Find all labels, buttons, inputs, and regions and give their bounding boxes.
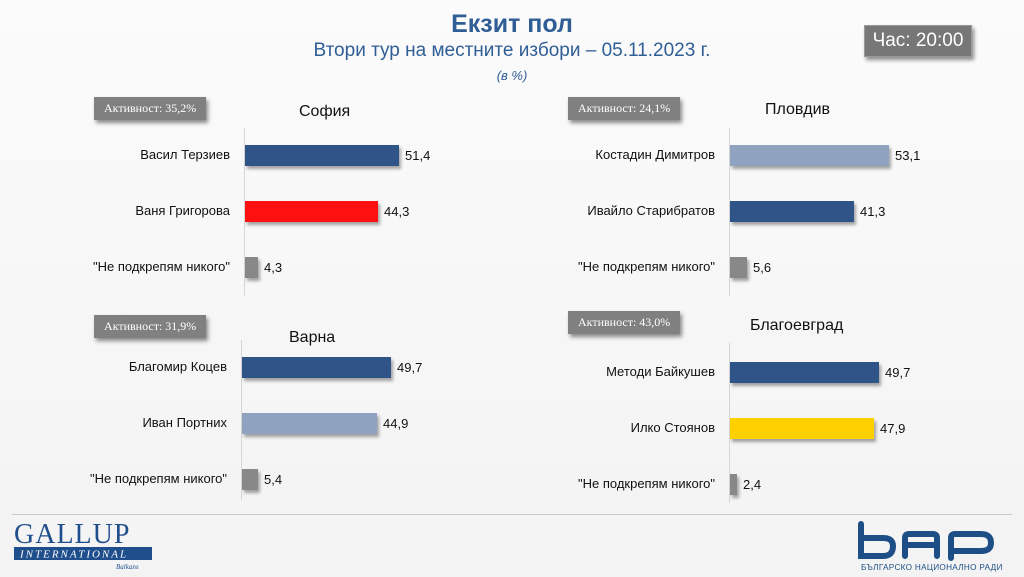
gallup-logo-band: [14, 547, 152, 560]
chart-1-category-label: "Не подкрепям никого": [93, 259, 230, 274]
chart-2-value-label: 53,1: [895, 148, 921, 163]
chart-3-bar: [242, 357, 391, 378]
page-subtitle: Втори тур на местните избори – 05.11.202…: [313, 40, 711, 61]
page-title: Екзит пол: [451, 10, 573, 38]
chart-4-category-label: Илко Стоянов: [630, 420, 715, 435]
chart-2-category-label: Ивайло Старибратов: [587, 203, 715, 218]
chart-4-value-label: 47,9: [880, 421, 906, 436]
chart-2-value-label: 5,6: [753, 260, 772, 275]
chart-3-value-label: 49,7: [397, 360, 423, 375]
chart-2-bar: [730, 201, 854, 222]
chart-3-title: Варна: [289, 329, 336, 346]
gallup-logo-region: Balkans: [116, 563, 139, 571]
chart-2-bar: [730, 257, 747, 278]
chart-1-title: София: [299, 103, 351, 120]
bnr-logo-b: [858, 521, 897, 559]
footer-divider: [12, 514, 1012, 515]
chart-3-category-label: "Не подкрепям никого": [90, 471, 227, 486]
gallup-logo: GALLUP INTERNATIONAL Balkans: [14, 519, 152, 571]
chart-4-bar: [730, 474, 737, 495]
chart-2-title: Пловдив: [765, 101, 831, 118]
chart-1-bar: [245, 145, 399, 166]
chart-1-bar: [245, 201, 378, 222]
chart-2-bar: [730, 145, 889, 166]
chart-4-axis-line: [729, 343, 730, 503]
bnr-logo-n: [902, 531, 940, 559]
chart-2-value-label: 41,3: [860, 204, 886, 219]
chart-1-value-label: 51,4: [405, 148, 431, 163]
chart-1-axis-line: [244, 128, 245, 296]
chart-1-bar: [245, 257, 258, 278]
chart-2-category-label: "Не подкрепям никого": [578, 259, 715, 274]
chart-3-value-label: 44,9: [383, 416, 409, 431]
chart-2-category-label: Костадин Димитров: [595, 147, 715, 162]
bnr-caption: БЪЛГАРСКО НАЦИОНАЛНО РАДИО: [861, 563, 1003, 572]
chart-4-category-label: Методи Байкушев: [606, 364, 715, 379]
chart-2-turnout-badge: Активност: 24,1%: [568, 97, 681, 120]
chart-1-category-label: Васил Терзиев: [140, 147, 230, 162]
chart-3-value-label: 5,4: [264, 472, 283, 487]
chart-3-turnout-badge: Активност: 31,9%: [94, 315, 207, 338]
chart-2-axis-line: [729, 128, 730, 296]
gallup-logo-sub: INTERNATIONAL: [19, 549, 128, 561]
time-badge: Час: 20:00: [864, 25, 972, 57]
bnr-logo-r: [948, 531, 995, 561]
unit-label: (в %): [496, 68, 528, 83]
chart-1-category-label: Ваня Григорова: [135, 203, 230, 218]
chart-3-axis-line: [241, 340, 242, 500]
chart-1-turnout-badge: Активност: 35,2%: [94, 97, 207, 120]
chart-3-bar: [242, 469, 258, 490]
chart-4-category-label: "Не подкрепям никого": [578, 476, 715, 491]
chart-3-category-label: Благомир Коцев: [128, 359, 227, 374]
chart-4-value-label: 2,4: [743, 477, 762, 492]
chart-4-value-label: 49,7: [885, 365, 911, 380]
chart-3-category-label: Иван Портних: [142, 415, 227, 430]
chart-1-value-label: 44,3: [384, 204, 410, 219]
chart-4-bar: [730, 418, 874, 439]
gallup-logo-main: GALLUP: [14, 519, 130, 550]
bnr-logo: БЪЛГАРСКО НАЦИОНАЛНО РАДИО: [858, 521, 1003, 572]
chart-4-bar: [730, 362, 879, 383]
chart-4-turnout-badge: Активност: 43,0%: [568, 311, 681, 334]
chart-3-bar: [242, 413, 377, 434]
chart-4-title: Благоевград: [750, 317, 844, 334]
chart-1-value-label: 4,3: [264, 260, 283, 275]
